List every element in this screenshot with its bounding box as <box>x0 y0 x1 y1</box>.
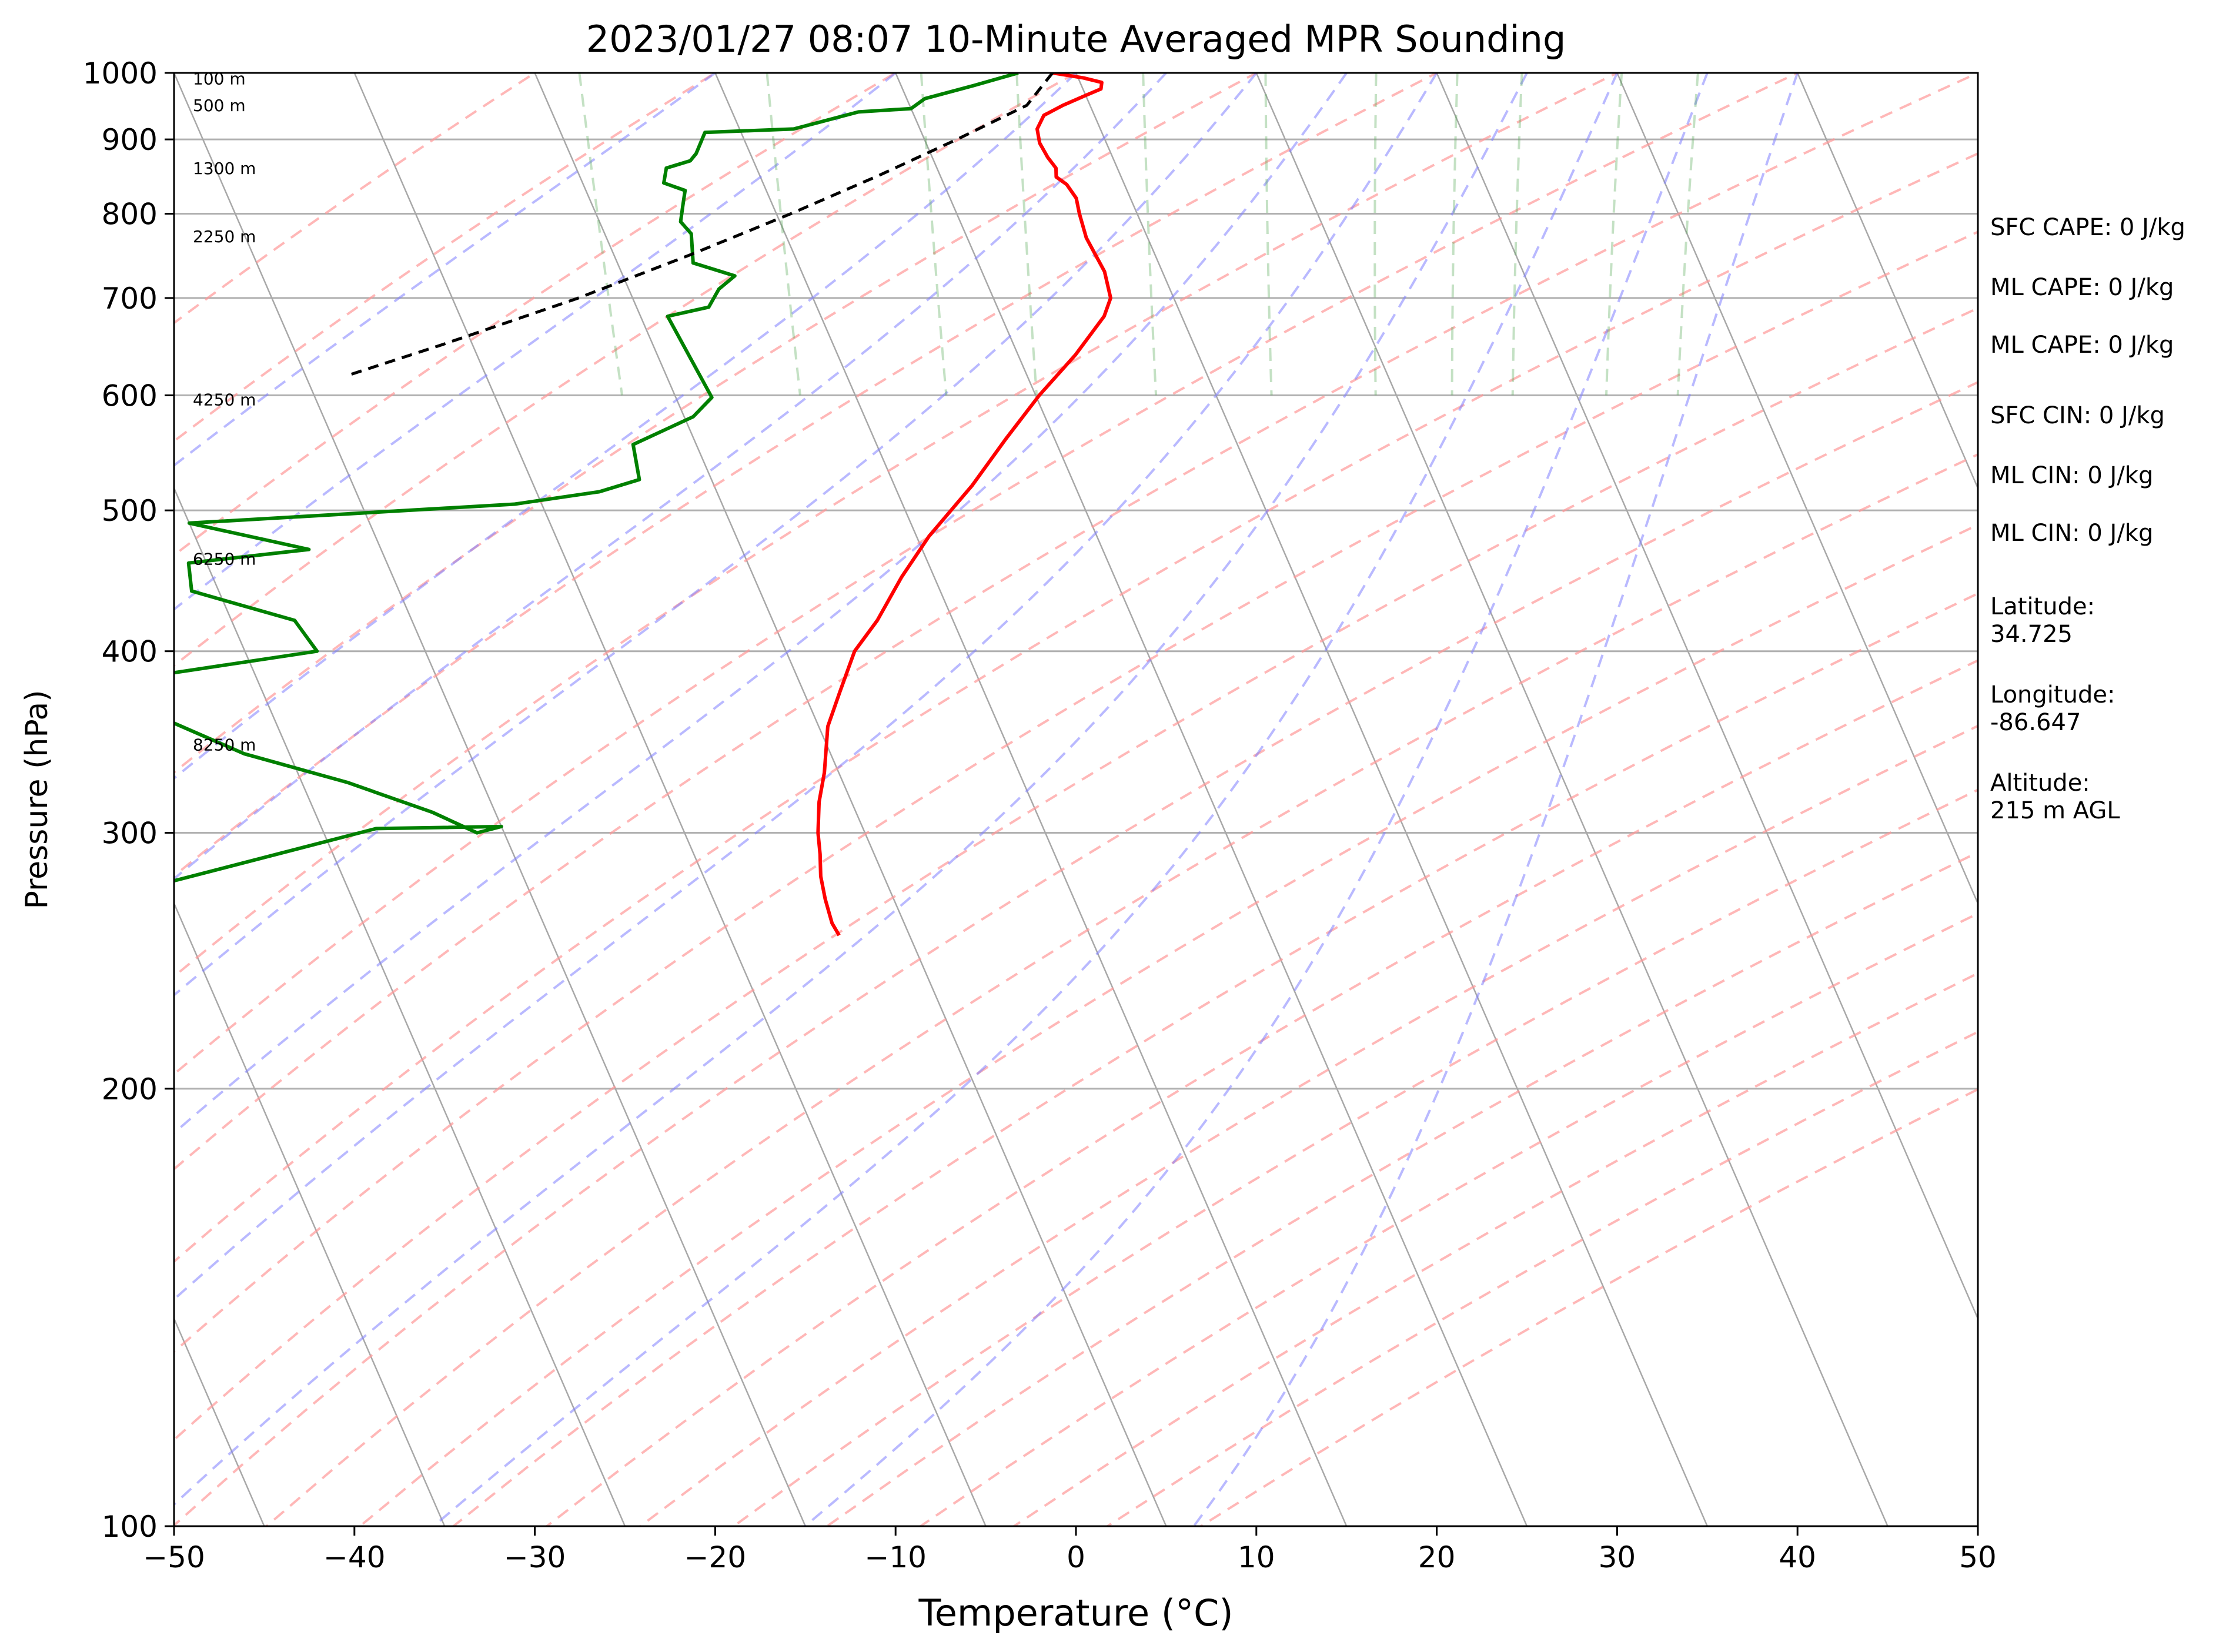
dry-adiabat-line <box>174 306 1978 1442</box>
y-tick-label: 400 <box>102 635 158 669</box>
x-axis: −50 −40 −30 −20 −10 0 10 20 30 40 50 <box>143 1526 1997 1574</box>
dry-adiabat-line <box>174 73 1978 1171</box>
dewpoint-series-line <box>174 73 1019 883</box>
annotation-text: Latitude: <box>1990 593 2095 620</box>
dry-adiabat-line <box>174 380 1978 1526</box>
height-label: 4250 m <box>193 390 256 410</box>
isotherm-line <box>1255 73 1889 1526</box>
height-label: 8250 m <box>193 735 256 755</box>
annotation-text: ML CIN: 0 J/kg <box>1990 520 2153 547</box>
mixing-ratio-line <box>578 73 623 396</box>
mixing-ratio-line <box>1142 73 1158 396</box>
annotation-text: SFC CIN: 0 J/kg <box>1990 402 2165 429</box>
dry-adiabat-line <box>174 73 1620 978</box>
annotation-text: ML CAPE: 0 J/kg <box>1990 332 2174 359</box>
height-label: 500 m <box>193 96 246 115</box>
isotherm-line <box>1075 73 1708 1526</box>
dry-adiabat-line <box>174 73 898 557</box>
x-tick-label: 10 <box>1238 1540 1275 1574</box>
moist-adiabat-line <box>1192 73 1799 1526</box>
y-tick-label: 600 <box>102 379 158 413</box>
y-axis: 100 200 300 400 500 600 700 800 900 1000 <box>83 56 174 1544</box>
dry-adiabat-line <box>920 912 1978 1526</box>
moist-adiabat-line <box>174 73 897 611</box>
y-tick-label: 700 <box>102 282 158 316</box>
y-tick-label: 200 <box>102 1072 158 1106</box>
moist-adiabat-line <box>174 73 716 467</box>
mixing-ratio-line <box>1264 73 1273 396</box>
annotation-text: Longitude: <box>1990 681 2115 708</box>
mixing-ratio-line <box>1605 73 1623 396</box>
y-tick-label: 1000 <box>83 56 158 91</box>
x-tick-label: −30 <box>504 1540 566 1574</box>
dry-adiabat-line <box>174 73 1800 1076</box>
isotherm-line <box>714 73 1348 1526</box>
mixing-ratio-line <box>1015 73 1038 396</box>
dry-adiabat-line <box>174 73 1079 667</box>
parcel-series-line <box>349 73 1054 376</box>
dry-adiabat-line <box>452 592 1978 1526</box>
x-tick-label: −10 <box>864 1540 927 1574</box>
isotherm-line <box>1436 73 1978 1321</box>
x-tick-label: 20 <box>1418 1540 1456 1574</box>
y-tick-label: 300 <box>102 817 158 851</box>
temperature-series-line <box>816 73 1112 937</box>
mixing-ratio-line <box>1450 73 1459 396</box>
sounding-annotations: SFC CAPE: 0 J/kg ML CAPE: 0 J/kg ML CAPE: … <box>1990 214 2185 824</box>
annotation-text: Altitude: <box>1990 770 2090 797</box>
y-tick-label: 100 <box>102 1510 158 1544</box>
isotherm-line <box>174 901 446 1526</box>
dry-adiabat-line <box>359 523 1978 1526</box>
moist-adiabat-line <box>174 73 1258 997</box>
x-tick-label: −20 <box>684 1540 747 1574</box>
isotherm-line <box>894 73 1528 1526</box>
y-tick-label: 800 <box>102 198 158 232</box>
y-tick-label: 500 <box>102 494 158 528</box>
y-tick-label: 900 <box>102 123 158 157</box>
x-tick-label: −40 <box>323 1540 386 1574</box>
x-tick-label: 0 <box>1067 1540 1085 1574</box>
y-axis-label: Pressure (hPa) <box>19 690 55 909</box>
dry-adiabat-line <box>639 724 1978 1526</box>
dry-adiabat-line <box>174 73 718 443</box>
isotherm-line <box>174 486 626 1526</box>
moist-adiabat-line <box>433 73 1619 1526</box>
mixing-ratio-line <box>1676 73 1699 396</box>
mixing-ratio-line <box>920 73 948 396</box>
isotherm-line <box>174 73 806 1526</box>
height-label: 6250 m <box>193 550 256 569</box>
annotation-text: SFC CAPE: 0 J/kg <box>1990 214 2185 241</box>
moist-adiabat-line <box>174 73 1438 1301</box>
annotation-text: 34.725 <box>1990 621 2073 648</box>
dry-adiabat-line <box>174 73 1259 774</box>
plot-series <box>174 73 1112 937</box>
moist-adiabat-line <box>174 73 1077 780</box>
mixing-ratio-line <box>1511 73 1523 396</box>
dry-adiabat-line <box>826 851 1978 1526</box>
moist-adiabat-line <box>174 73 1167 881</box>
dry-adiabat-line <box>174 230 1978 1353</box>
mixing-ratio-line <box>766 73 801 396</box>
annotation-text: -86.647 <box>1990 709 2081 736</box>
x-tick-label: 50 <box>1959 1540 1997 1574</box>
annotation-text: ML CIN: 0 J/kg <box>1990 462 2153 489</box>
moist-adiabat-line <box>174 73 1348 1135</box>
annotation-text: ML CAPE: 0 J/kg <box>1990 274 2174 301</box>
annotation-text: 215 m AGL <box>1990 797 2120 824</box>
x-axis-label: Temperature (°C) <box>918 1591 1233 1634</box>
moist-adiabat-line <box>804 73 1709 1526</box>
mixing-ratio-line <box>1373 73 1378 396</box>
x-tick-label: −50 <box>143 1540 205 1574</box>
isotherm-line <box>534 73 1167 1526</box>
height-label: 1300 m <box>193 159 256 178</box>
x-tick-label: 40 <box>1779 1540 1816 1574</box>
chart-title: 2023/01/27 08:07 10-Minute Averaged MPR … <box>586 18 1566 61</box>
isotherm-line <box>1796 73 1978 490</box>
moist-adiabat-line <box>174 73 1528 1506</box>
plot-grid <box>174 73 1978 1526</box>
x-tick-label: 30 <box>1599 1540 1636 1574</box>
height-label: 2250 m <box>193 227 256 246</box>
